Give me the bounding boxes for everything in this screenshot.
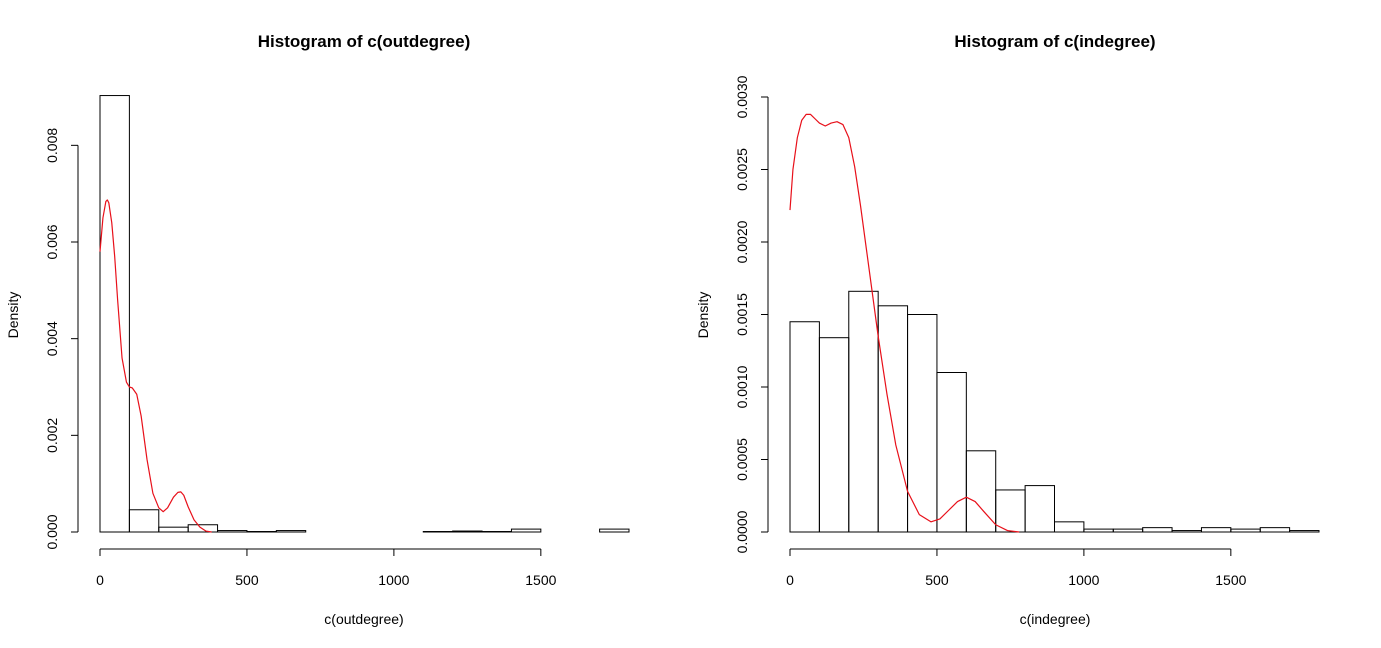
histogram-bar	[217, 530, 248, 533]
y-axis-label: Density	[695, 292, 711, 339]
histogram-bar	[877, 305, 909, 533]
x-axis-label: c(outdegree)	[324, 611, 403, 627]
chart-title: Histogram of c(outdegree)	[258, 32, 471, 51]
histogram-bar	[1289, 530, 1320, 533]
histogram-bar	[1142, 527, 1173, 533]
histogram-bar	[510, 528, 542, 533]
y-tick-label: 0.0005	[734, 438, 750, 481]
histogram-bar	[187, 524, 219, 533]
y-tick-label: 0.002	[44, 418, 60, 453]
y-tick-label: 0.0015	[734, 293, 750, 336]
histogram-bar	[99, 95, 130, 533]
histogram-bar	[599, 528, 630, 533]
x-axis-label: c(indegree)	[1020, 611, 1091, 627]
y-tick-label: 0.0010	[734, 365, 750, 408]
histogram-bar	[1200, 527, 1232, 533]
histogram-bar	[1112, 528, 1144, 533]
y-tick-label: 0.0020	[734, 220, 750, 263]
panel-indegree: Histogram of c(indegree) c(indegree) Den…	[695, 32, 1320, 627]
x-tick-label: 500	[925, 572, 949, 588]
histogram-bar	[789, 321, 820, 533]
histogram-bar	[1024, 485, 1055, 533]
histogram-bar	[1259, 527, 1291, 533]
x-tick-label: 1500	[1215, 572, 1246, 588]
y-tick-label: 0.0030	[734, 75, 750, 118]
x-tick-label: 1000	[378, 572, 409, 588]
panel-outdegree: Histogram of c(outdegree) c(outdegree) D…	[5, 32, 630, 627]
chart-title: Histogram of c(indegree)	[954, 32, 1155, 51]
y-tick-label: 0.000	[44, 514, 60, 549]
histogram-bar	[848, 290, 879, 533]
histogram-bar	[128, 509, 160, 533]
histogram-bar	[1054, 521, 1085, 533]
x-tick-label: 1500	[525, 572, 556, 588]
density-curve	[789, 113, 1020, 533]
histogram-bar	[275, 530, 307, 533]
x-tick-label: 500	[235, 572, 259, 588]
y-tick-label: 0.0025	[734, 148, 750, 191]
histogram-bar	[1171, 530, 1202, 533]
y-tick-label: 0.0000	[734, 510, 750, 553]
y-axis-label: Density	[5, 292, 21, 339]
x-tick-label: 0	[786, 572, 794, 588]
y-tick-label: 0.008	[44, 128, 60, 163]
histogram-bar	[1230, 528, 1261, 533]
histogram-bar	[1083, 528, 1114, 533]
density-curve	[99, 199, 212, 533]
histogram-bar	[158, 526, 189, 533]
histogram-bar	[995, 489, 1026, 533]
y-tick-label: 0.004	[44, 321, 60, 356]
histogram-bar	[452, 530, 483, 533]
x-tick-label: 1000	[1068, 572, 1099, 588]
y-tick-label: 0.006	[44, 224, 60, 259]
x-tick-label: 0	[96, 572, 104, 588]
histogram-bar	[818, 337, 850, 533]
